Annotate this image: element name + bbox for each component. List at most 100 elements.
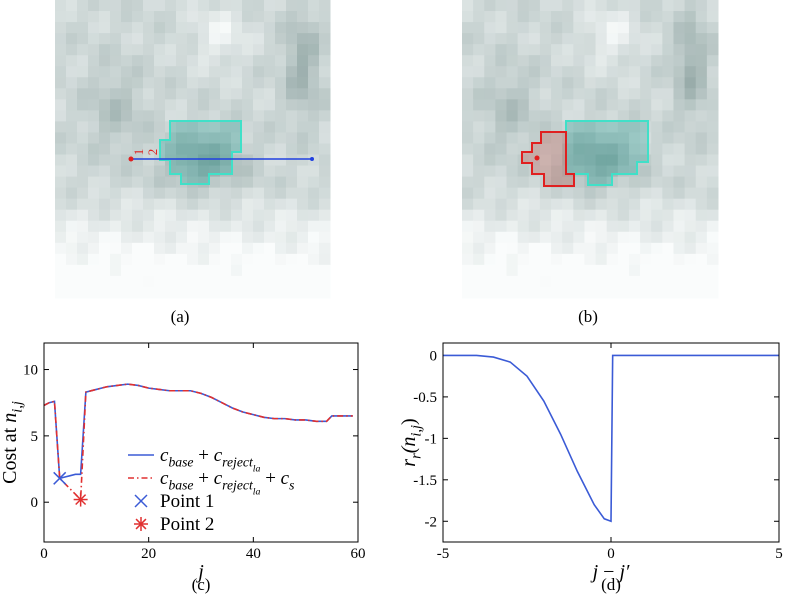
pixel xyxy=(297,253,309,266)
marker-stroke xyxy=(75,494,87,506)
pixel xyxy=(143,198,155,211)
pixel xyxy=(154,99,166,111)
pixel xyxy=(662,66,674,78)
pixel xyxy=(308,242,320,255)
pixel xyxy=(584,187,597,200)
pixel xyxy=(462,165,474,178)
pixel xyxy=(673,77,686,89)
pixel xyxy=(662,242,674,255)
pixel xyxy=(143,66,155,78)
pixel xyxy=(706,33,719,45)
pixel xyxy=(253,275,265,288)
pixel xyxy=(77,165,89,178)
seed-point xyxy=(534,155,540,161)
pixel xyxy=(198,22,210,34)
pixel xyxy=(528,286,541,299)
pixel xyxy=(275,22,287,34)
pixel xyxy=(628,154,641,167)
pixel xyxy=(99,44,111,56)
pixel xyxy=(706,154,719,167)
pixel xyxy=(640,143,652,156)
pixel xyxy=(55,66,67,78)
pixel xyxy=(297,99,309,111)
pixel xyxy=(253,198,265,211)
pixel xyxy=(231,33,243,45)
pixel xyxy=(55,77,67,89)
pixel xyxy=(595,242,608,255)
pixel xyxy=(242,209,254,222)
pixel xyxy=(99,0,111,12)
pixel xyxy=(66,176,78,189)
pixel xyxy=(231,264,243,277)
pixel xyxy=(275,110,287,122)
pixel xyxy=(606,33,619,45)
pixel xyxy=(319,198,331,211)
pixel xyxy=(551,121,563,133)
pixel xyxy=(651,209,663,222)
pixel xyxy=(628,220,641,233)
pixel xyxy=(77,11,89,23)
pixel xyxy=(286,66,298,78)
pixel xyxy=(209,0,221,12)
pixel xyxy=(198,77,210,89)
pixel xyxy=(617,132,630,144)
pixel xyxy=(253,121,265,133)
pixel xyxy=(154,33,166,45)
pixel xyxy=(176,132,188,144)
pixel xyxy=(539,33,552,45)
pixel xyxy=(462,121,474,133)
pixel xyxy=(651,242,663,255)
pixel xyxy=(684,143,697,156)
pixel xyxy=(584,220,597,233)
pixel xyxy=(617,88,630,100)
pixel xyxy=(684,44,697,56)
pixel xyxy=(628,121,641,133)
pixel xyxy=(539,286,552,299)
pixel xyxy=(176,55,188,67)
pixel xyxy=(473,55,485,67)
pixel xyxy=(517,143,530,156)
pixel xyxy=(695,165,708,178)
pixel xyxy=(528,154,541,167)
pixel xyxy=(286,165,298,178)
pixel xyxy=(165,209,177,222)
pixel xyxy=(55,264,67,277)
pixel xyxy=(473,275,485,288)
pixel xyxy=(706,286,719,299)
pixel xyxy=(55,132,67,144)
pixel xyxy=(187,165,199,178)
pixel xyxy=(99,253,111,266)
pixel xyxy=(673,33,686,45)
pixel xyxy=(551,264,563,277)
pixel xyxy=(154,11,166,23)
pixel xyxy=(606,209,619,222)
pixel xyxy=(706,242,719,255)
pixel xyxy=(551,55,563,67)
pixel xyxy=(66,187,78,200)
pixel xyxy=(286,264,298,277)
pixel xyxy=(473,33,485,45)
pixel xyxy=(121,66,133,78)
pixel xyxy=(286,110,298,122)
pixel xyxy=(319,22,331,34)
point-marker xyxy=(73,492,88,507)
pixel xyxy=(551,99,563,111)
pixel xyxy=(198,0,210,12)
pixel xyxy=(651,187,663,200)
pixel xyxy=(121,242,133,255)
pixel xyxy=(695,110,708,122)
pixel xyxy=(220,143,232,156)
pixel xyxy=(319,143,331,156)
pixel xyxy=(275,286,287,299)
pixel xyxy=(154,0,166,12)
pixel xyxy=(539,0,552,12)
pixel xyxy=(640,11,652,23)
pixel xyxy=(88,220,100,233)
pixel xyxy=(220,77,232,89)
pixel xyxy=(286,11,298,23)
y-tick-label: -1 xyxy=(425,431,438,447)
pixel xyxy=(319,187,331,200)
pixel xyxy=(308,110,320,122)
pixel xyxy=(220,88,232,100)
pixel xyxy=(539,22,552,34)
